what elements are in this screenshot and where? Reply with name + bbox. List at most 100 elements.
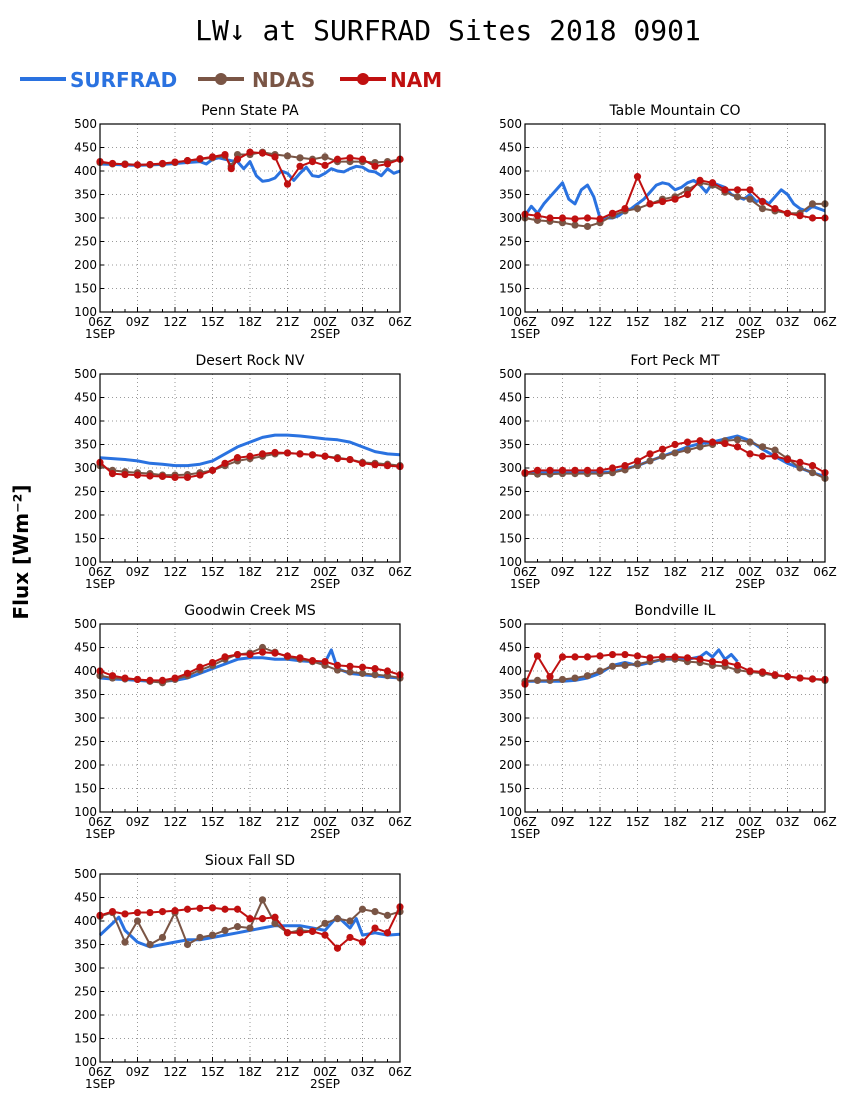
data-point-nam: [296, 162, 304, 170]
x-tick-label: 06Z: [88, 815, 112, 829]
x-tick-label: 15Z: [201, 315, 225, 329]
data-point-ndas: [221, 926, 229, 935]
data-point-nam: [358, 459, 367, 467]
y-tick-label: 150: [499, 532, 522, 546]
x-date-label: 1SEP: [510, 327, 540, 341]
data-point-nam: [146, 160, 154, 169]
data-point-ndas: [746, 438, 754, 446]
data-point-nam: [233, 650, 242, 659]
data-point-ndas: [358, 669, 367, 677]
data-point-ndas: [133, 917, 142, 925]
data-point-nam: [533, 652, 542, 660]
data-point-nam: [571, 653, 579, 661]
panel-title: Table Mountain CO: [608, 103, 740, 119]
data-point-nam: [121, 910, 129, 918]
data-point-nam: [383, 667, 392, 675]
y-tick-label: 350: [499, 438, 522, 452]
data-point-nam: [796, 674, 804, 682]
data-point-nam: [333, 155, 342, 163]
x-tick-label: 18Z: [663, 315, 687, 329]
data-point-nam: [271, 649, 279, 657]
data-point-nam: [721, 439, 729, 448]
data-point-nam: [271, 153, 279, 161]
data-point-nam: [771, 205, 779, 213]
data-point-ndas: [733, 193, 742, 201]
data-point-nam: [671, 195, 679, 203]
data-point-ndas: [258, 896, 267, 904]
x-tick-label: 09Z: [551, 565, 575, 579]
data-point-nam: [321, 658, 329, 666]
data-point-ndas: [796, 464, 804, 472]
data-point-nam: [346, 455, 354, 464]
data-point-nam: [696, 655, 704, 663]
x-tick-label: 21Z: [276, 815, 300, 829]
data-point-nam: [271, 913, 279, 921]
x-date-label: 1SEP: [510, 827, 540, 841]
y-tick-label: 200: [499, 758, 522, 772]
y-tick-label: 350: [499, 188, 522, 202]
data-point-nam: [246, 915, 254, 923]
data-point-nam: [571, 215, 579, 223]
y-tick-label: 300: [74, 211, 97, 225]
x-tick-label: 12Z: [588, 815, 612, 829]
data-point-ndas: [808, 469, 817, 477]
y-tick-label: 100: [499, 805, 522, 819]
data-point-nam: [721, 658, 729, 667]
data-point-ndas: [633, 205, 642, 213]
data-point-nam: [683, 438, 692, 446]
data-point-ndas: [533, 676, 542, 685]
data-point-nam: [183, 157, 192, 165]
x-tick-label: 09Z: [126, 815, 150, 829]
data-point-nam: [808, 675, 817, 683]
x-tick-label: 21Z: [701, 565, 725, 579]
x-date-label: 2SEP: [310, 577, 340, 591]
y-tick-label: 200: [74, 258, 97, 272]
x-date-label: 2SEP: [310, 1077, 340, 1091]
data-point-ndas: [246, 924, 254, 932]
data-point-ndas: [158, 933, 167, 942]
data-point-ndas: [371, 908, 379, 916]
data-point-ndas: [596, 667, 604, 675]
data-point-nam: [346, 933, 354, 942]
y-tick-label: 100: [499, 555, 522, 569]
data-point-nam: [133, 161, 142, 169]
y-tick-label: 200: [74, 508, 97, 522]
x-tick-label: 21Z: [276, 1065, 300, 1079]
data-point-nam: [333, 944, 342, 952]
y-tick-label: 450: [499, 641, 522, 655]
y-tick-label: 300: [499, 211, 522, 225]
plot-frame: [99, 873, 401, 1063]
legend-entry-nam: NAM: [340, 68, 442, 92]
legend-entry-surfrad: SURFRAD: [20, 68, 177, 92]
data-point-nam: [771, 671, 779, 679]
x-tick-label: 03Z: [776, 315, 800, 329]
data-point-nam: [608, 464, 617, 472]
x-tick-label: 15Z: [201, 1065, 225, 1079]
y-tick-label: 350: [499, 688, 522, 702]
plot-frame: [524, 123, 826, 313]
data-point-nam: [596, 466, 604, 474]
data-point-nam: [358, 938, 367, 946]
y-tick-label: 400: [499, 414, 522, 428]
data-point-nam: [721, 186, 729, 194]
x-date-label: 2SEP: [310, 827, 340, 841]
data-point-nam: [758, 197, 767, 206]
data-point-nam: [246, 650, 254, 659]
data-point-ndas: [146, 940, 154, 949]
panel-fort-peck-mt: Fort Peck MT 100 150 200 250 300 350 400 450 500 0…: [499, 353, 837, 591]
data-point-ndas: [358, 905, 367, 913]
data-point-nam: [333, 661, 342, 669]
data-point-nam: [308, 451, 317, 459]
y-tick-label: 400: [499, 164, 522, 178]
data-point-nam: [658, 197, 667, 206]
data-point-nam: [133, 675, 142, 684]
y-tick-label: 450: [74, 641, 97, 655]
y-tick-label: 450: [74, 141, 97, 155]
series-line-surfrad: [99, 156, 401, 183]
data-point-nam: [158, 472, 167, 481]
data-point-nam: [158, 676, 167, 685]
data-point-nam: [796, 212, 804, 220]
y-tick-label: 200: [499, 258, 522, 272]
x-tick-label: 03Z: [351, 1065, 375, 1079]
